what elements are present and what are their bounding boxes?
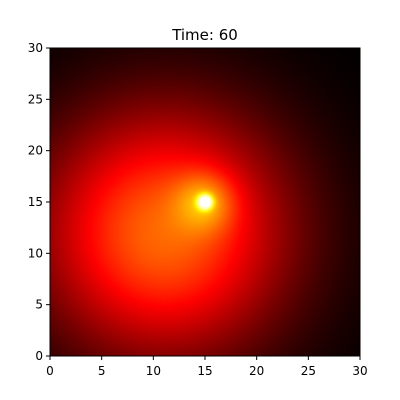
x-tick-label: 20 bbox=[249, 364, 264, 378]
axes: 0 5 10 15 20 25 30 0 5 10 15 20 25 30 bbox=[28, 41, 368, 378]
y-tick-label: 15 bbox=[28, 195, 43, 209]
y-tick-label: 0 bbox=[35, 349, 43, 363]
x-tick-label: 5 bbox=[98, 364, 106, 378]
y-tick-label: 10 bbox=[28, 246, 43, 260]
y-tick-label: 20 bbox=[28, 144, 43, 158]
y-tick-label: 5 bbox=[35, 298, 43, 312]
heatmap-image bbox=[50, 48, 360, 356]
chart-title: Time: 60 bbox=[171, 26, 238, 44]
x-tick-label: 15 bbox=[197, 364, 212, 378]
y-tick-label: 25 bbox=[28, 92, 43, 106]
heatmap-layer bbox=[50, 48, 360, 356]
x-tick-label: 30 bbox=[352, 364, 367, 378]
y-tick-label: 30 bbox=[28, 41, 43, 55]
x-tick-label: 10 bbox=[146, 364, 161, 378]
x-tick-label: 0 bbox=[46, 364, 54, 378]
x-tick-label: 25 bbox=[301, 364, 316, 378]
